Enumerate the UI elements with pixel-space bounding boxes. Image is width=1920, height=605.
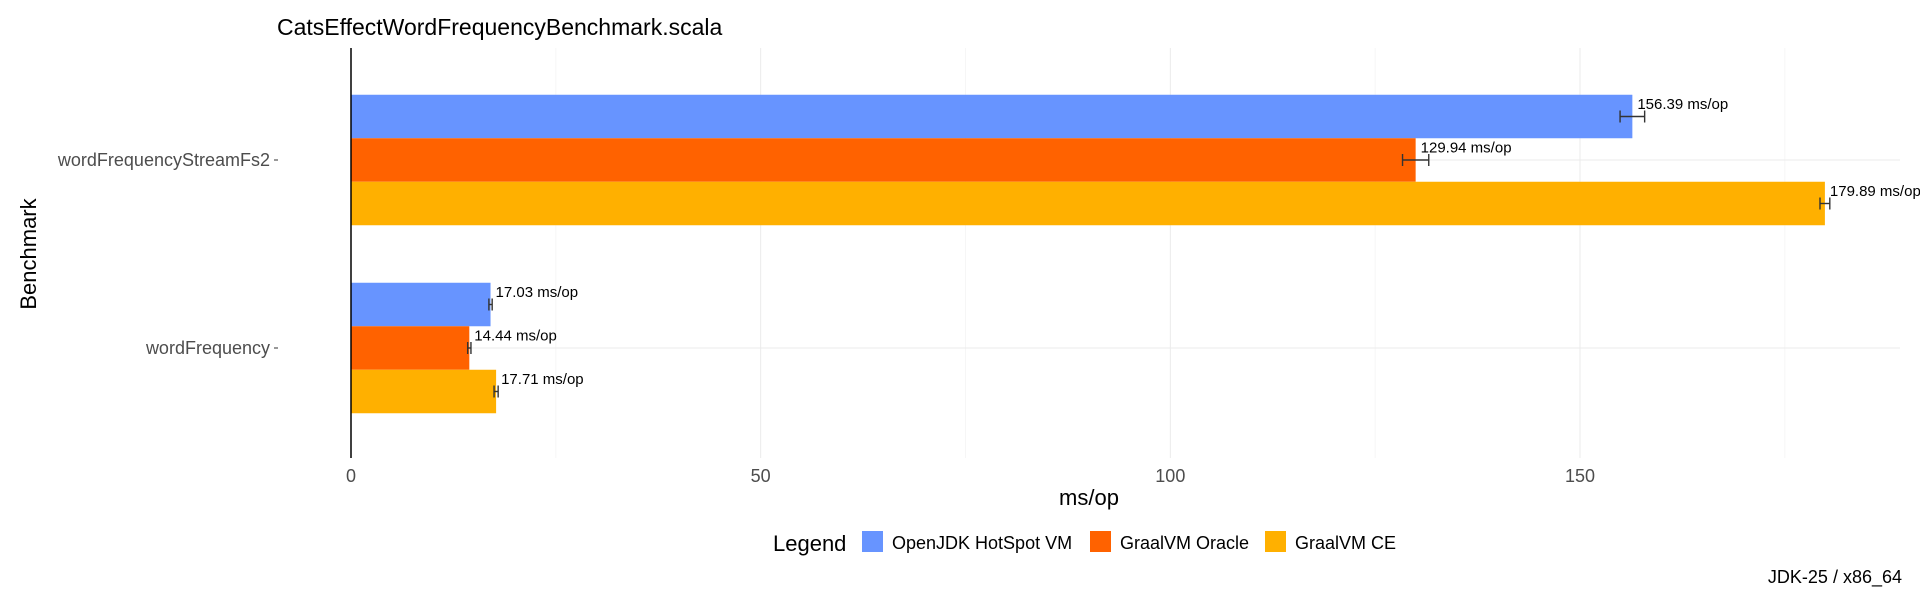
category-label: wordFrequencyStreamFs2: [57, 150, 270, 170]
legend: Legend OpenJDK HotSpot VM GraalVM Oracle G…: [773, 531, 1396, 556]
data-label: 156.39 ms/op: [1637, 96, 1728, 113]
legend-swatch: [862, 531, 883, 552]
legend-label: GraalVM CE: [1295, 533, 1396, 553]
x-tick-label: 150: [1565, 466, 1595, 486]
y-axis-title: Benchmark: [16, 197, 41, 309]
legend-swatch: [1265, 531, 1286, 552]
legend-label: OpenJDK HotSpot VM: [892, 533, 1072, 553]
x-tick-label: 100: [1155, 466, 1185, 486]
bar: [351, 182, 1825, 226]
legend-label: GraalVM Oracle: [1120, 533, 1249, 553]
bar: [351, 138, 1416, 182]
x-axis-title: ms/op: [1059, 485, 1119, 510]
data-label: 179.89 ms/op: [1830, 183, 1920, 200]
bars: [351, 95, 1825, 414]
bar: [351, 283, 491, 327]
data-label: 17.71 ms/op: [501, 371, 584, 388]
chart-caption: JDK-25 / x86_64: [1768, 567, 1902, 588]
chart-title: CatsEffectWordFrequencyBenchmark.scala: [277, 14, 722, 40]
legend-swatch: [1090, 531, 1111, 552]
data-label: 14.44 ms/op: [474, 327, 557, 344]
x-tick-label: 0: [346, 466, 356, 486]
bar: [351, 95, 1632, 139]
data-label: 17.03 ms/op: [496, 284, 579, 301]
x-tick-label: 50: [751, 466, 771, 486]
legend-title: Legend: [773, 531, 846, 556]
data-label: 129.94 ms/op: [1421, 139, 1512, 156]
category-label: wordFrequency: [145, 338, 270, 358]
bar: [351, 326, 469, 370]
bar: [351, 370, 496, 414]
